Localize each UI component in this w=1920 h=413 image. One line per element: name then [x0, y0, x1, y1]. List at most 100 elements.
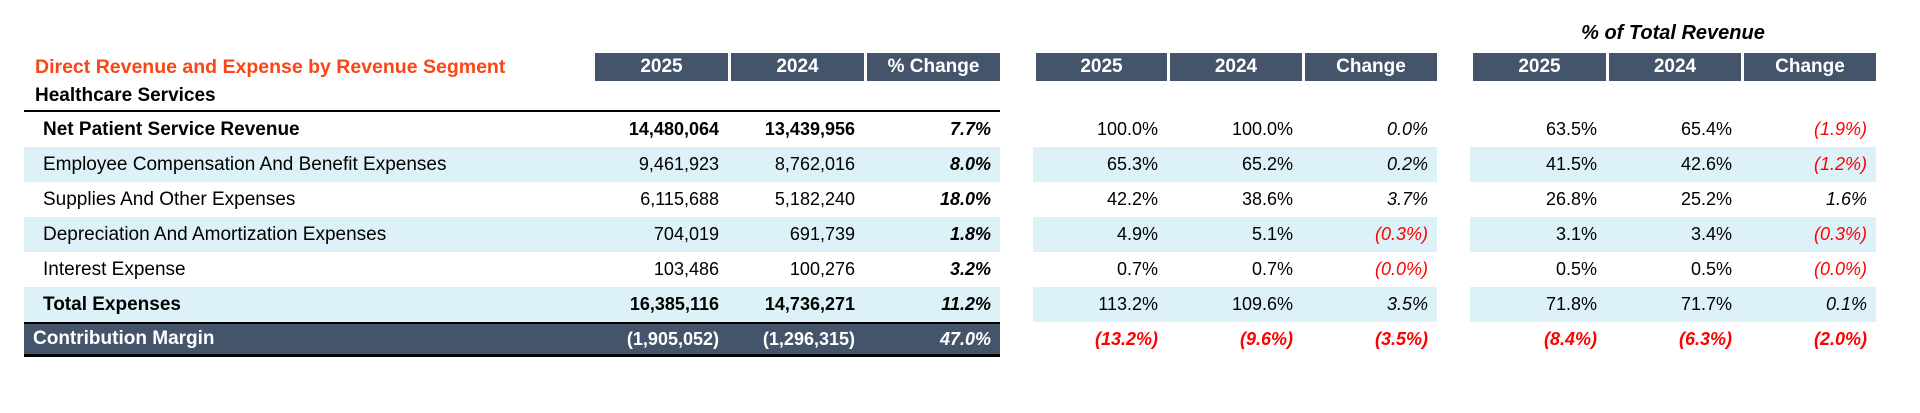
pct-change: (1.9%) [1813, 119, 1867, 139]
pct-2024: 65.2% [1241, 154, 1293, 174]
pct-2024: 42.6% [1680, 154, 1732, 174]
pct-2025: 42.2% [1106, 189, 1158, 209]
pct-change: (0.0%) [1813, 259, 1867, 279]
left-header-2024: 2024 [728, 53, 864, 81]
table-row: 41.5% 42.6% (1.2%) [1470, 147, 1876, 182]
right-header-2024: 2024 [1606, 53, 1741, 81]
value-2024: (1,296,315) [762, 328, 855, 349]
table-row-supplies-other: Supplies And Other Expenses 6,115,688 5,… [24, 182, 1000, 217]
table-row: 63.5% 65.4% (1.9%) [1470, 112, 1876, 147]
left-header-row: Direct Revenue and Expense by Revenue Se… [24, 53, 1000, 81]
table-row: 113.2% 109.6% 3.5% [1033, 287, 1437, 322]
table-row: 4.9% 5.1% (0.3%) [1033, 217, 1437, 252]
pct-2025: 0.7% [1116, 259, 1158, 279]
row-label: Net Patient Service Revenue [43, 118, 300, 140]
table-row-depreciation-amortization: Depreciation And Amortization Expenses 7… [24, 217, 1000, 252]
pct-2025: 3.1% [1555, 224, 1597, 244]
pct-2024: 0.7% [1251, 259, 1293, 279]
pct-2024: 0.5% [1690, 259, 1732, 279]
section-label: Healthcare Services [35, 84, 216, 106]
pct-2025: 26.8% [1545, 189, 1597, 209]
pct-change: (0.3%) [1813, 224, 1867, 244]
table-row-interest-expense: Interest Expense 103,486 100,276 3.2% [24, 252, 1000, 287]
mid-header-row: 2025 2024 Change [1033, 53, 1437, 81]
pct-2024: (9.6%) [1239, 329, 1293, 349]
empty-cell [728, 81, 864, 110]
left-header-2025: 2025 [592, 53, 728, 81]
value-pct-change: 8.0% [949, 154, 991, 174]
pct-change: (3.5%) [1374, 329, 1428, 349]
value-2024: 14,736,271 [764, 294, 855, 314]
value-2025: 14,480,064 [628, 119, 719, 139]
empty-cell [592, 81, 728, 110]
empty-cell [864, 81, 1000, 110]
pct-2024: 25.2% [1680, 189, 1732, 209]
pct-2024: 100.0% [1231, 119, 1293, 139]
pct-change: 0.0% [1386, 119, 1428, 139]
pct-2024: 71.7% [1680, 294, 1732, 314]
row-label: Contribution Margin [33, 328, 215, 349]
pct-2024: 109.6% [1231, 294, 1293, 314]
mid-header-2024: 2024 [1167, 53, 1302, 81]
value-pct-change: 18.0% [939, 189, 991, 209]
row-label: Total Expenses [43, 293, 181, 315]
pct-2024: 3.4% [1690, 224, 1732, 244]
table-row-contribution-margin: Contribution Margin (1,905,052) (1,296,3… [24, 322, 1000, 357]
pct-2025: 41.5% [1545, 154, 1597, 174]
pct-2025: 0.5% [1555, 259, 1597, 279]
pct-of-total-revenue-table: 2025 2024 Change 63.5% 65.4% (1.9%) 41.5… [1470, 53, 1876, 357]
value-2025: 9,461,923 [638, 154, 719, 174]
table-row: 26.8% 25.2% 1.6% [1470, 182, 1876, 217]
row-label: Employee Compensation And Benefit Expens… [43, 153, 447, 175]
mid-header-2025: 2025 [1033, 53, 1167, 81]
value-pct-change: 11.2% [941, 294, 991, 314]
spacer-row [1470, 81, 1876, 112]
pct-2025: 113.2% [1098, 294, 1158, 314]
common-size-pct-table: 2025 2024 Change 100.0% 100.0% 0.0% 65.3… [1033, 53, 1437, 357]
value-2024: 100,276 [789, 259, 855, 279]
right-header-row: 2025 2024 Change [1470, 53, 1876, 81]
pct-change: 0.1% [1825, 294, 1867, 314]
right-header-change: Change [1741, 53, 1876, 81]
table-row: 0.5% 0.5% (0.0%) [1470, 252, 1876, 287]
right-header-2025: 2025 [1470, 53, 1606, 81]
pct-2024: 5.1% [1251, 224, 1293, 244]
value-pct-change: 3.2% [949, 259, 991, 279]
pct-change: (0.0%) [1374, 259, 1428, 279]
row-label: Interest Expense [43, 258, 186, 280]
pct-2024: (6.3%) [1678, 329, 1732, 349]
table-row: 42.2% 38.6% 3.7% [1033, 182, 1437, 217]
table-row: 100.0% 100.0% 0.0% [1033, 112, 1437, 147]
pct-change: 3.5% [1386, 294, 1428, 314]
pct-of-total-revenue-title: % of Total Revenue [1581, 22, 1765, 44]
table-row-contribution-margin-pct: (13.2%) (9.6%) (3.5%) [1033, 322, 1437, 357]
table-row-total-expenses: Total Expenses 16,385,116 14,736,271 11.… [24, 287, 1000, 322]
table-row-contribution-margin-pct: (8.4%) (6.3%) (2.0%) [1470, 322, 1876, 357]
pct-2024: 38.6% [1241, 189, 1293, 209]
table-row: 0.7% 0.7% (0.0%) [1033, 252, 1437, 287]
mid-header-change: Change [1302, 53, 1437, 81]
pct-change: (1.2%) [1813, 154, 1867, 174]
pct-2024: 65.4% [1680, 119, 1732, 139]
value-pct-change: 1.8% [949, 224, 991, 244]
table-title: Direct Revenue and Expense by Revenue Se… [24, 53, 592, 81]
value-2025: 103,486 [653, 259, 719, 279]
value-2025: (1,905,052) [626, 328, 719, 349]
value-2025: 6,115,688 [640, 189, 719, 209]
pct-2025: 4.9% [1116, 224, 1158, 244]
table-row-net-patient-service-revenue: Net Patient Service Revenue 14,480,064 1… [24, 112, 1000, 147]
value-pct-change: 47.0% [939, 328, 991, 349]
direct-revenue-expense-table: Direct Revenue and Expense by Revenue Se… [24, 53, 1000, 357]
left-header-pct-change: % Change [864, 53, 1000, 81]
table-row-employee-compensation: Employee Compensation And Benefit Expens… [24, 147, 1000, 182]
pct-change: (0.3%) [1374, 224, 1428, 244]
pct-change: 3.7% [1386, 189, 1428, 209]
row-label: Supplies And Other Expenses [43, 188, 296, 210]
row-label: Depreciation And Amortization Expenses [43, 223, 387, 245]
table-row: 65.3% 65.2% 0.2% [1033, 147, 1437, 182]
pct-change: 0.2% [1386, 154, 1428, 174]
pct-2025: 71.8% [1545, 294, 1597, 314]
pct-2025: 65.3% [1106, 154, 1158, 174]
value-2025: 16,385,116 [629, 294, 719, 314]
